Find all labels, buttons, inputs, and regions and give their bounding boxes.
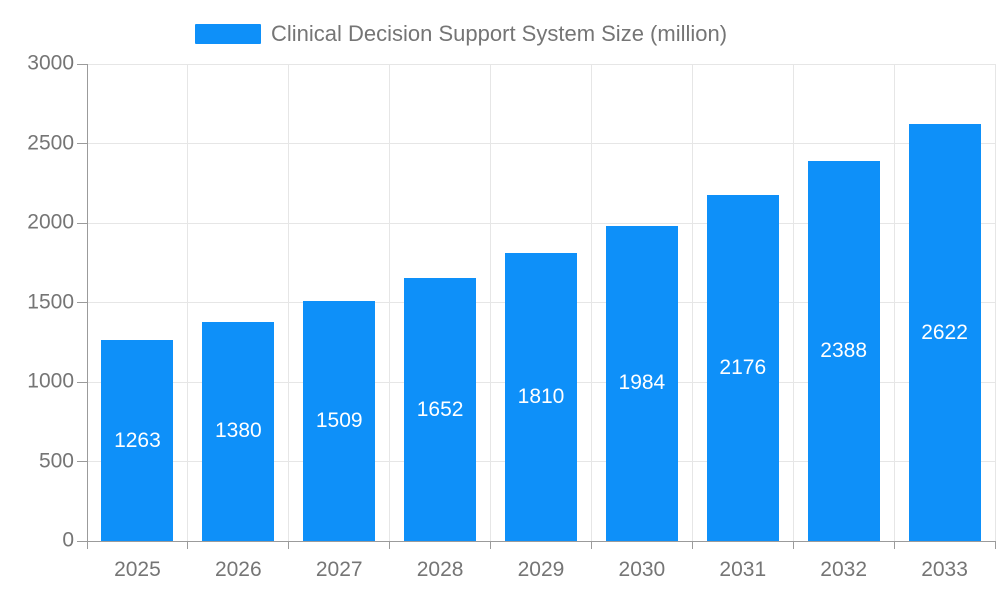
y-tick-label: 1500 <box>27 290 74 314</box>
x-gridline <box>187 64 189 541</box>
bar: 1380 <box>202 321 275 541</box>
x-tick <box>288 541 290 549</box>
y-gridline <box>87 63 995 65</box>
bar: 1810 <box>505 253 577 541</box>
bar: 1509 <box>303 301 376 541</box>
y-tick <box>77 222 87 224</box>
legend-label: Clinical Decision Support System Size (m… <box>271 21 728 46</box>
y-tick <box>77 302 87 303</box>
x-gridline <box>590 64 592 541</box>
y-tick-label: 0 <box>62 528 74 552</box>
x-gridline <box>389 64 391 541</box>
y-tick <box>77 461 87 462</box>
bar-value-label: 2622 <box>921 320 968 344</box>
bar-value-label: 1810 <box>517 385 565 409</box>
bar: 1984 <box>605 225 678 541</box>
y-tick-label: 2500 <box>27 131 74 155</box>
y-tick-label: 2000 <box>27 210 74 234</box>
x-tick-label: 2033 <box>921 558 968 581</box>
legend-item[interactable]: Clinical Decision Support System Size (m… <box>195 21 727 47</box>
bar-value-label: 1652 <box>416 397 464 421</box>
x-tick-label: 2025 <box>114 558 161 581</box>
legend-swatch <box>195 24 261 44</box>
x-tick <box>994 541 996 549</box>
y-tick-label: 500 <box>38 449 74 473</box>
y-gridline <box>87 143 995 144</box>
x-gridline <box>994 64 996 541</box>
bar: 1263 <box>101 340 174 541</box>
bar-value-label: 1984 <box>618 371 666 395</box>
bar-value-label: 1509 <box>315 409 363 433</box>
bar: 2176 <box>706 195 779 541</box>
x-tick-label: 2031 <box>719 558 767 581</box>
y-tick <box>77 381 87 383</box>
x-tick <box>893 541 895 549</box>
bar-value-label: 1263 <box>114 428 161 452</box>
x-tick-label: 2032 <box>820 558 868 581</box>
x-gridline <box>288 64 290 541</box>
x-tick <box>590 541 592 549</box>
y-tick <box>77 540 87 542</box>
x-tick-label: 2029 <box>517 558 565 581</box>
x-tick <box>389 541 391 549</box>
x-tick-label: 2026 <box>214 558 262 581</box>
y-tick-label: 1000 <box>27 369 74 393</box>
bar: 1652 <box>404 278 477 541</box>
x-tick-label: 2030 <box>618 558 666 581</box>
x-tick <box>187 541 189 549</box>
x-tick-label: 2028 <box>416 558 464 581</box>
x-tick <box>792 541 794 549</box>
y-axis-line <box>86 64 88 549</box>
x-tick <box>490 541 492 549</box>
y-tick-label: 3000 <box>27 51 74 75</box>
bar: 2388 <box>807 161 880 541</box>
bar-value-label: 2388 <box>820 339 868 363</box>
y-gridline <box>87 222 995 224</box>
x-gridline <box>490 64 492 541</box>
bar: 2622 <box>908 124 981 541</box>
bar-value-label: 2176 <box>719 356 767 379</box>
y-tick <box>77 143 87 144</box>
x-gridline <box>792 64 794 541</box>
x-tick <box>691 541 693 549</box>
x-axis-line <box>86 540 995 542</box>
x-gridline <box>893 64 895 541</box>
bar-value-label: 1380 <box>214 419 262 443</box>
y-tick <box>77 63 87 65</box>
x-gridline <box>691 64 693 541</box>
x-tick-label: 2027 <box>315 558 363 581</box>
